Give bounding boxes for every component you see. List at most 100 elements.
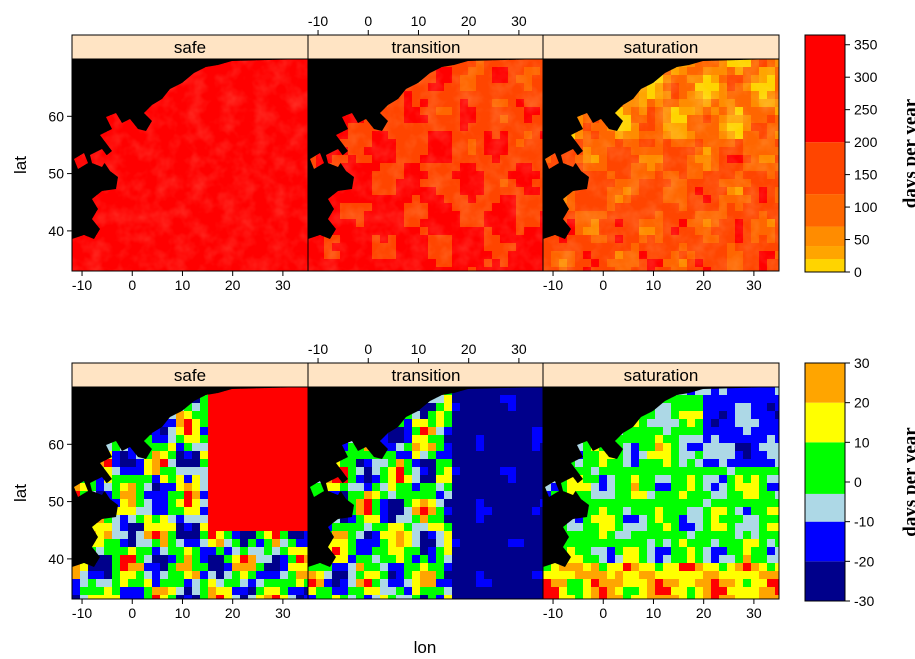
- map-cell: [719, 563, 728, 572]
- map-cell: [687, 587, 696, 596]
- map-cell: [356, 531, 365, 540]
- map-cell: [727, 499, 736, 508]
- map-cell: [751, 411, 760, 420]
- map-cell: [216, 499, 225, 508]
- map-cell: [412, 587, 421, 596]
- map-cell: [280, 547, 289, 556]
- map-cell: [144, 467, 153, 476]
- map-cell: [120, 579, 129, 588]
- map-cell: [759, 435, 768, 444]
- map-cell: [524, 387, 533, 396]
- map-cell: [727, 427, 736, 436]
- map-cell: [484, 571, 493, 580]
- map-cell: [216, 427, 225, 436]
- map-cell: [524, 507, 533, 516]
- map-cell: [559, 571, 568, 580]
- map-cell: [420, 571, 429, 580]
- map-cell: [200, 403, 209, 412]
- map-cell: [412, 443, 421, 452]
- map-cell: [200, 515, 209, 524]
- map-cell: [452, 507, 461, 516]
- map-cell: [500, 491, 509, 500]
- map-cell: [655, 523, 664, 532]
- map-cell: [248, 491, 257, 500]
- map-cell: [112, 571, 121, 580]
- map-cell: [248, 587, 257, 596]
- map-cell: [516, 387, 525, 396]
- map-cell: [719, 587, 728, 596]
- map-cell: [655, 499, 664, 508]
- map-cell: [607, 459, 616, 468]
- map-cell: [639, 483, 648, 492]
- map-cell: [380, 507, 389, 516]
- map-cell: [711, 435, 720, 444]
- map-cell: [492, 443, 501, 452]
- map-cell: [280, 395, 289, 404]
- map-cell: [492, 523, 501, 532]
- map-cell: [160, 587, 169, 596]
- map-cell: [671, 435, 680, 444]
- map-cell: [679, 451, 688, 460]
- map-cell: [364, 579, 373, 588]
- map-cell: [711, 467, 720, 476]
- map-cell: [208, 443, 217, 452]
- map-cell: [719, 435, 728, 444]
- map-cell: [468, 419, 477, 428]
- map-cell: [687, 411, 696, 420]
- map-cell: [208, 587, 217, 596]
- map-cell: [508, 491, 517, 500]
- map-cell: [476, 531, 485, 540]
- map-cell: [687, 531, 696, 540]
- map-cell: [663, 579, 672, 588]
- map-cell: [96, 523, 105, 532]
- map-cell: [224, 539, 233, 548]
- map-cell: [280, 531, 289, 540]
- map-cell: [444, 427, 453, 436]
- map-cell: [452, 555, 461, 564]
- map-cell: [436, 515, 445, 524]
- map-cell: [112, 491, 121, 500]
- map-cell: [492, 531, 501, 540]
- map-cell: [240, 571, 249, 580]
- map-cell: [751, 395, 760, 404]
- map-cell: [492, 467, 501, 476]
- map-cell: [356, 507, 365, 516]
- map-cell: [767, 427, 776, 436]
- map-cell: [615, 531, 624, 540]
- map-cell: [492, 451, 501, 460]
- map-cell: [639, 531, 648, 540]
- map-cell: [647, 555, 656, 564]
- map-cell: [484, 491, 493, 500]
- map-cell: [272, 427, 281, 436]
- map-cell: [396, 467, 405, 476]
- map-cell: [575, 483, 584, 492]
- map-cell: [380, 547, 389, 556]
- map-cell: [452, 547, 461, 556]
- map-cell: [264, 411, 273, 420]
- map-cell: [176, 547, 185, 556]
- map-cell: [420, 443, 429, 452]
- map-cell: [296, 475, 305, 484]
- map-cell: [759, 499, 768, 508]
- map-cell: [687, 475, 696, 484]
- map-cell: [272, 483, 281, 492]
- map-cell: [168, 515, 177, 524]
- map-cell: [224, 571, 233, 580]
- map-cell: [767, 387, 776, 396]
- map-cell: [500, 427, 509, 436]
- map-cell: [476, 475, 485, 484]
- map-cell: [224, 395, 233, 404]
- map-cell: [120, 491, 129, 500]
- map-cell: [647, 435, 656, 444]
- map-cell: [380, 531, 389, 540]
- map-cell: [280, 411, 289, 420]
- map-cell: [639, 547, 648, 556]
- map-cell: [184, 547, 193, 556]
- map-cell: [567, 587, 576, 596]
- map-cell: [280, 539, 289, 548]
- map-cell: [687, 563, 696, 572]
- map-cell: [444, 563, 453, 572]
- map-cell: [679, 467, 688, 476]
- map-cell: [703, 427, 712, 436]
- map-cell: [176, 539, 185, 548]
